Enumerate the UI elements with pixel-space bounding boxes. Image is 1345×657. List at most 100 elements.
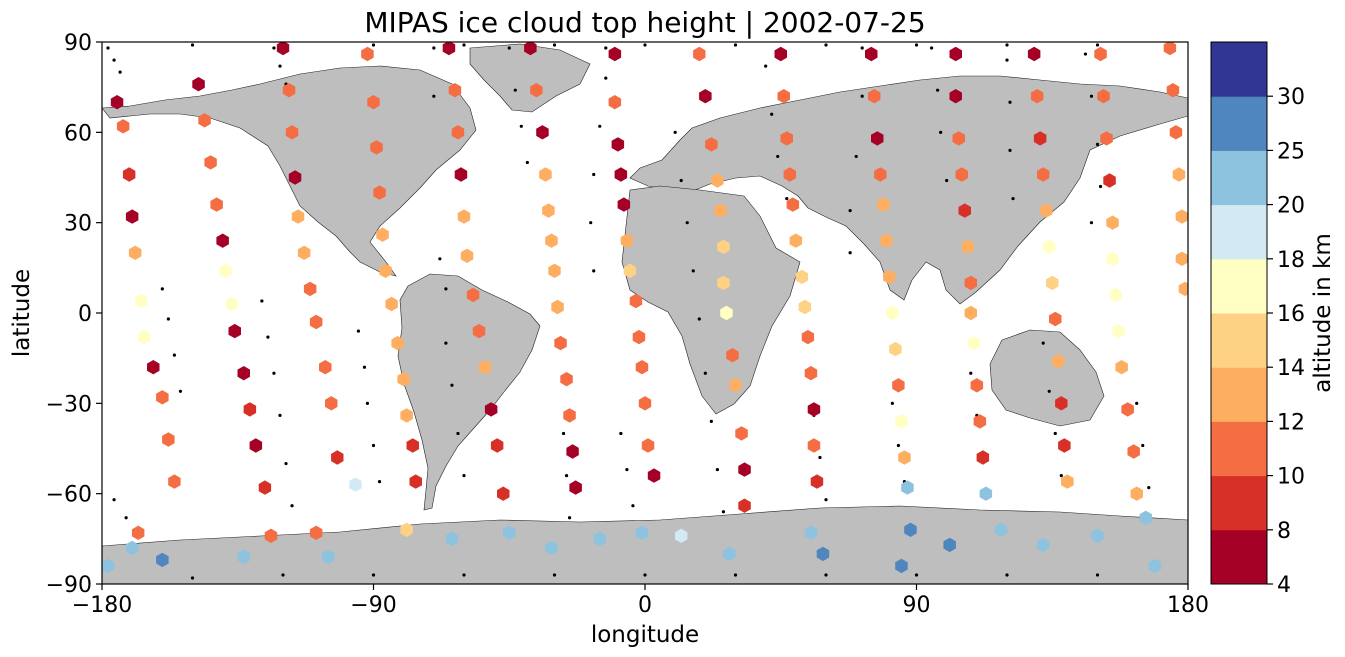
track-dot [371,573,376,577]
cloud-marker [1169,125,1183,140]
track-dot [860,94,864,98]
track-dot [444,341,448,345]
y-axis-ticks: 90 60 30 0 −30 −60 −90 [46,31,102,598]
track-dot [356,329,361,333]
track-dot [371,43,376,47]
track-dot [1141,443,1145,448]
cloud-marker [445,531,459,546]
track-dot [190,576,195,580]
cloud-top-markers [102,42,1188,574]
cloud-marker [478,360,492,375]
track-dot [1095,573,1100,577]
track-dot [914,573,919,577]
cloud-marker [593,531,606,546]
y-tick-label: 30 [64,212,92,237]
cloud-marker [125,540,139,556]
cloud-marker [1175,251,1188,266]
cloud-marker [786,197,800,212]
track-dot [561,431,566,436]
track-dot [1083,52,1088,56]
track-dot [824,573,828,577]
cloud-marker [198,113,211,128]
cloud-marker [409,474,422,489]
cloud-marker [723,546,736,562]
cloud-marker [264,528,278,543]
cloud-marker [952,131,965,146]
track-dot [1095,43,1100,47]
track-dot [848,251,852,255]
colorbar-band [1211,42,1267,97]
track-dot [284,461,288,466]
cloud-marker [551,299,564,315]
cloud-marker [1094,46,1107,62]
cloud-marker [635,360,649,375]
track-dot [764,64,768,68]
track-dot [691,269,695,273]
cloud-marker [865,46,878,62]
cloud-marker [1148,558,1162,574]
cloud-marker [868,89,881,104]
cloud-marker [729,378,742,393]
cloud-marker [889,341,902,357]
cloud-marker [617,197,631,212]
land-greenland [469,43,591,113]
cloud-marker [309,525,323,540]
cloud-marker [376,227,389,242]
cloud-marker [783,167,796,182]
colorbar-band [1211,367,1267,422]
colorbar-band [1211,475,1267,531]
cloud-marker [714,203,727,218]
cloud-marker [162,432,175,447]
track-dot [914,43,919,47]
track-dot [281,573,285,577]
y-axis-label: latitude [9,269,35,357]
cloud-marker [807,438,821,453]
cloud-marker [379,263,392,278]
track-dot [785,196,789,201]
cloud-marker [548,263,561,278]
track-dot [854,154,858,159]
track-dot [929,46,934,50]
cloud-marker [484,402,498,417]
x-axis-label: longitude [591,622,699,648]
colorbar-band [1211,529,1267,585]
cloud-marker [210,197,223,212]
cloud-marker [738,462,751,477]
track-dot [896,443,901,448]
cloud-marker [699,89,712,104]
track-dot [1098,184,1103,189]
track-dot [112,498,116,502]
track-dot [619,431,623,436]
cloud-marker [1130,486,1143,501]
cloud-marker [563,408,576,423]
track-dot [673,130,677,134]
cloud-marker [1106,251,1119,266]
cloud-marker [898,450,911,465]
cloud-marker [717,239,730,254]
cloud-marker [1172,167,1186,182]
track-dot [172,353,176,357]
cloud-marker [367,95,380,110]
land-masses [102,43,1188,584]
cloud-marker [331,450,344,465]
cloud-marker [472,323,486,339]
cloud-marker [635,525,649,540]
track-dot [1059,474,1063,478]
track-dot [604,76,608,80]
cloud-marker [560,372,573,387]
y-tick-label: 60 [64,121,92,146]
cloud-marker [545,233,558,248]
track-dot [721,510,726,514]
cloud-marker [135,293,148,309]
cloud-marker [895,558,908,574]
cloud-marker [397,372,410,387]
track-dot [272,371,276,375]
cloud-marker [638,396,652,411]
cloud-marker [1166,83,1180,98]
land-eurasia [629,75,1188,305]
cloud-marker [1033,131,1047,146]
cloud-marker [1058,438,1071,453]
y-tick-label: 0 [78,302,92,327]
cloud-marker [1175,209,1188,224]
